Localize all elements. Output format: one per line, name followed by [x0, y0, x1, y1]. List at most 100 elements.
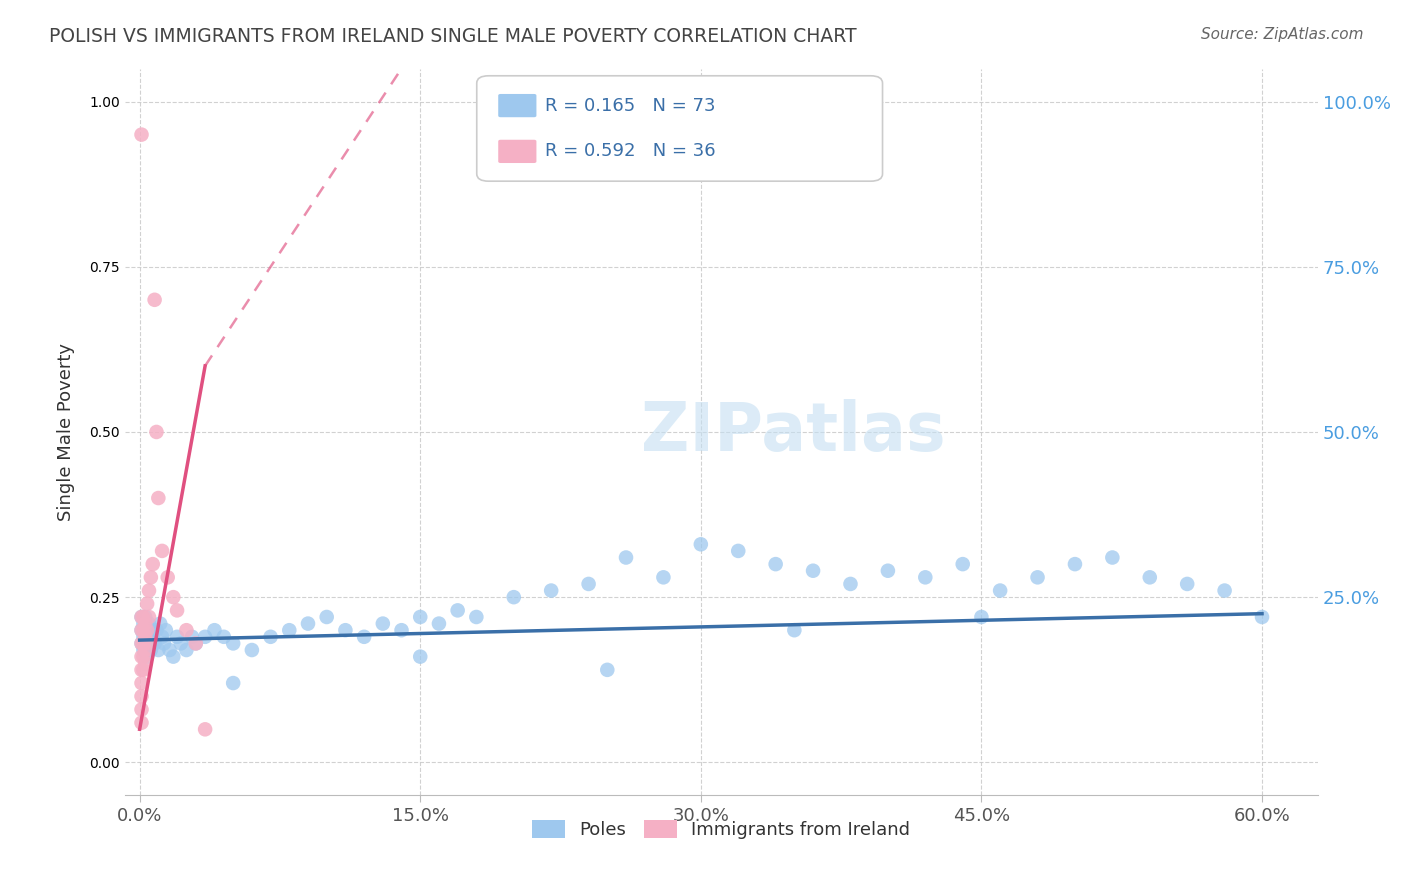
- Point: [1101, 550, 1123, 565]
- Point: [877, 564, 900, 578]
- Point: [150, 630, 173, 644]
- Point: [652, 570, 675, 584]
- Text: ZIPatlas: ZIPatlas: [641, 399, 945, 465]
- Point: [297, 616, 319, 631]
- Point: [1175, 577, 1198, 591]
- Point: [131, 128, 153, 142]
- Point: [184, 636, 207, 650]
- Point: [391, 624, 413, 638]
- Point: [1251, 610, 1274, 624]
- Point: [155, 624, 177, 638]
- Point: [132, 636, 155, 650]
- Point: [131, 702, 153, 716]
- Point: [136, 597, 159, 611]
- Point: [131, 624, 153, 638]
- Point: [134, 630, 156, 644]
- Point: [783, 624, 806, 638]
- Legend: Poles, Immigrants from Ireland: Poles, Immigrants from Ireland: [527, 814, 915, 845]
- Point: [145, 624, 167, 638]
- Point: [502, 590, 524, 604]
- Point: [540, 583, 562, 598]
- Point: [212, 630, 235, 644]
- Point: [136, 624, 159, 638]
- Point: [134, 643, 156, 657]
- Point: [194, 630, 217, 644]
- Point: [1213, 583, 1236, 598]
- Point: [131, 663, 153, 677]
- Point: [1139, 570, 1161, 584]
- Point: [149, 616, 172, 631]
- Text: R = 0.165   N = 73: R = 0.165 N = 73: [544, 96, 716, 114]
- Point: [143, 293, 166, 307]
- Text: Source: ZipAtlas.com: Source: ZipAtlas.com: [1201, 27, 1364, 42]
- Point: [142, 630, 165, 644]
- Point: [131, 610, 153, 624]
- Point: [131, 690, 153, 704]
- Point: [176, 624, 198, 638]
- Point: [765, 557, 787, 571]
- Point: [148, 643, 170, 657]
- Point: [181, 630, 204, 644]
- Point: [578, 577, 600, 591]
- Point: [166, 630, 188, 644]
- Point: [131, 649, 153, 664]
- Point: [166, 603, 188, 617]
- Point: [427, 616, 450, 631]
- Point: [204, 624, 226, 638]
- Point: [132, 649, 155, 664]
- Point: [138, 636, 160, 650]
- Point: [131, 636, 153, 650]
- Point: [138, 583, 160, 598]
- Point: [335, 624, 357, 638]
- Point: [614, 550, 637, 565]
- Point: [134, 624, 156, 638]
- Point: [988, 583, 1011, 598]
- Point: [689, 537, 711, 551]
- Point: [727, 544, 749, 558]
- Text: R = 0.592   N = 36: R = 0.592 N = 36: [544, 143, 716, 161]
- Point: [801, 564, 824, 578]
- Point: [176, 643, 198, 657]
- Point: [134, 610, 156, 624]
- Point: [143, 636, 166, 650]
- Point: [1026, 570, 1049, 584]
- Point: [162, 649, 184, 664]
- Point: [139, 624, 162, 638]
- Point: [136, 636, 159, 650]
- Point: [162, 590, 184, 604]
- Point: [132, 610, 155, 624]
- Point: [132, 616, 155, 631]
- Point: [132, 663, 155, 677]
- Point: [222, 636, 245, 650]
- Point: [138, 616, 160, 631]
- Point: [131, 610, 153, 624]
- Point: [409, 610, 432, 624]
- Point: [142, 557, 165, 571]
- FancyBboxPatch shape: [498, 94, 537, 117]
- FancyBboxPatch shape: [498, 140, 537, 163]
- Point: [222, 676, 245, 690]
- Point: [132, 630, 155, 644]
- Point: [134, 636, 156, 650]
- Point: [145, 425, 167, 439]
- Point: [371, 616, 394, 631]
- Point: [465, 610, 488, 624]
- Point: [970, 610, 993, 624]
- Point: [148, 491, 170, 505]
- Point: [136, 649, 159, 664]
- Point: [914, 570, 936, 584]
- Point: [131, 624, 153, 638]
- Point: [278, 624, 301, 638]
- Point: [259, 630, 281, 644]
- Point: [170, 636, 193, 650]
- Point: [156, 570, 179, 584]
- Text: POLISH VS IMMIGRANTS FROM IRELAND SINGLE MALE POVERTY CORRELATION CHART: POLISH VS IMMIGRANTS FROM IRELAND SINGLE…: [49, 27, 856, 45]
- Point: [134, 657, 156, 671]
- Point: [132, 624, 155, 638]
- Point: [153, 636, 176, 650]
- Point: [1064, 557, 1087, 571]
- Point: [150, 544, 173, 558]
- Point: [139, 643, 162, 657]
- Point: [596, 663, 619, 677]
- Point: [315, 610, 337, 624]
